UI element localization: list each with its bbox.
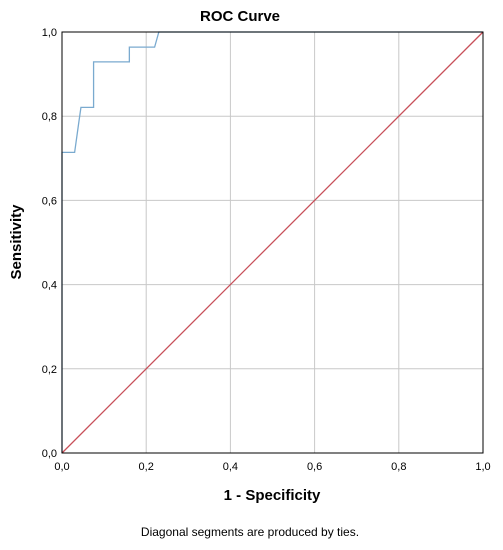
y-axis-title: Sensitivity [8, 204, 25, 280]
series-layer [61, 31, 484, 454]
grid-layer [62, 32, 483, 453]
x-tick-label: 0,2 [139, 461, 154, 473]
y-tick-label: 0,8 [42, 111, 57, 123]
plot-frame [61, 31, 484, 454]
x-tick-label: 0,8 [391, 461, 406, 473]
y-tick-labels: 0,0 0,2 0,4 0,6 0,8 1,0 [42, 27, 57, 460]
x-tick-label: 0,0 [54, 461, 69, 473]
x-axis-title: 1 - Specificity [224, 487, 321, 504]
reference-diagonal-line [61, 31, 484, 454]
x-tick-label: 0,6 [307, 461, 322, 473]
x-tick-label: 1,0 [475, 461, 490, 473]
chart-title: ROC Curve [200, 8, 280, 25]
y-tick-label: 0,0 [42, 448, 57, 460]
x-tick-label: 0,4 [223, 461, 238, 473]
y-tick-label: 0,4 [42, 280, 57, 292]
y-tick-label: 0,6 [42, 195, 57, 207]
x-tick-labels: 0,0 0,2 0,4 0,6 0,8 1,0 [54, 461, 490, 473]
y-tick-label: 1,0 [42, 27, 57, 39]
chart-footnote: Diagonal segments are produced by ties. [141, 525, 359, 539]
y-tick-label: 0,2 [42, 364, 57, 376]
